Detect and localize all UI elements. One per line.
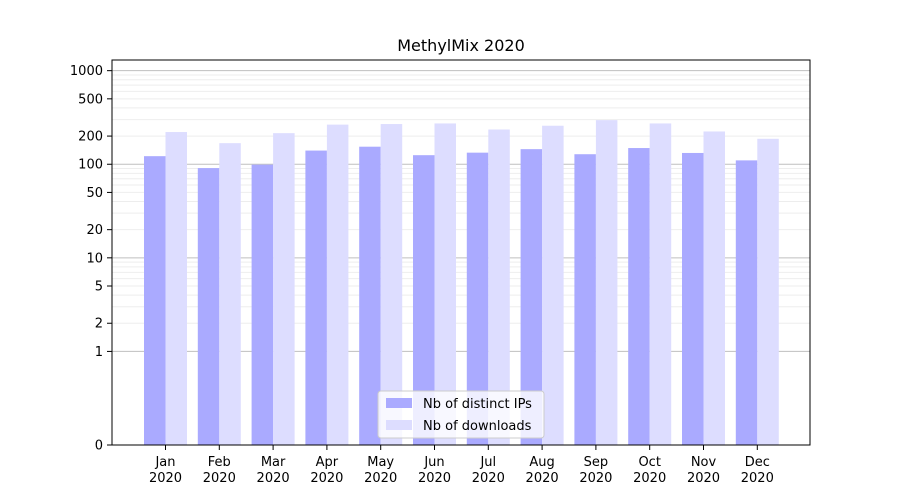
bar-distinct-ips xyxy=(413,155,435,445)
bar-distinct-ips xyxy=(735,160,758,445)
y-tick-label: 0 xyxy=(95,439,103,454)
bar-distinct-ips xyxy=(574,154,596,446)
y-tick-label: 10 xyxy=(86,251,103,266)
bar-downloads xyxy=(703,131,725,446)
y-tick-label: 2 xyxy=(95,317,103,332)
x-tick-label: Apr 2020 xyxy=(310,455,343,486)
legend: Nb of distinct IPs Nb of downloads xyxy=(377,390,545,439)
x-tick-label: Dec 2020 xyxy=(741,455,774,486)
bar-downloads xyxy=(273,133,295,446)
y-tick-label: 1 xyxy=(95,345,103,360)
bar-distinct-ips xyxy=(197,168,220,445)
legend-swatch-downloads xyxy=(386,420,412,430)
y-axis: 0 1 2 5 10 20 50 100 200 500 1000 xyxy=(70,64,112,454)
x-tick-label: Jan 2020 xyxy=(149,455,182,486)
legend-label-distinct-ips: Nb of distinct IPs xyxy=(423,397,532,412)
bar-distinct-ips xyxy=(520,149,543,445)
y-tick-label: 1000 xyxy=(70,64,103,79)
bar-distinct-ips xyxy=(682,152,704,445)
bar-distinct-ips xyxy=(144,156,166,445)
y-tick-label: 50 xyxy=(86,186,103,201)
bar-distinct-ips xyxy=(251,164,274,445)
bar-distinct-ips xyxy=(466,152,489,445)
x-tick-label: Aug 2020 xyxy=(526,455,559,486)
bar-downloads xyxy=(434,123,456,445)
bar-downloads xyxy=(165,132,187,445)
bar-distinct-ips xyxy=(359,146,381,446)
x-tick-label: Jun 2020 xyxy=(418,455,451,486)
y-tick-label: 5 xyxy=(95,280,103,295)
chart-title: MethylMix 2020 xyxy=(397,36,525,55)
bar-downloads xyxy=(649,123,672,445)
bar-downloads xyxy=(326,124,349,445)
legend-label-downloads: Nb of downloads xyxy=(423,419,532,434)
x-tick-label: Jul 2020 xyxy=(472,455,505,486)
y-tick-label: 500 xyxy=(78,92,103,107)
plot-area-frame xyxy=(111,59,811,446)
bar-distinct-ips xyxy=(628,148,650,445)
x-tick-label: Feb 2020 xyxy=(203,455,236,486)
bars xyxy=(144,120,779,446)
bar-distinct-ips xyxy=(305,150,327,445)
x-tick-label: Sep 2020 xyxy=(579,455,612,486)
y-tick-label: 200 xyxy=(78,130,103,145)
bar-downloads xyxy=(757,138,779,445)
x-tick-label: Nov 2020 xyxy=(687,455,720,486)
bar-downloads xyxy=(488,129,510,445)
bar-downloads xyxy=(542,125,564,445)
y-tick-label: 100 xyxy=(78,158,103,173)
legend-swatch-distinct-ips xyxy=(386,398,412,408)
bar-downloads xyxy=(595,120,618,445)
x-axis: Jan 2020 Feb 2020 Mar 2020 Apr 2020 May 2020 Jun 20… xyxy=(149,445,774,486)
bar-downloads xyxy=(219,143,241,445)
y-tick-label: 20 xyxy=(86,223,103,238)
x-tick-label: Mar 2020 xyxy=(257,455,290,486)
x-tick-label: Oct 2020 xyxy=(633,455,666,486)
x-tick-label: May 2020 xyxy=(364,455,397,486)
legend-frame xyxy=(377,390,545,439)
bar-downloads xyxy=(380,124,403,446)
